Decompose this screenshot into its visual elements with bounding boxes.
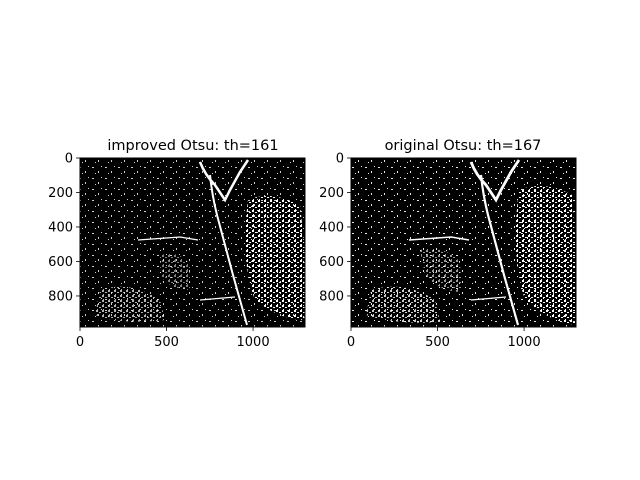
y-tick-label: 400 <box>48 220 73 235</box>
y-tick-label: 200 <box>319 186 344 201</box>
subplot-original-otsu: original Otsu: th=167 0 200 400 600 800 0 500… <box>319 138 577 350</box>
x-axis-ticks: 0 500 1000 <box>76 327 270 350</box>
x-axis-ticks: 0 500 1000 <box>347 327 541 350</box>
x-tick-label: 0 <box>76 335 84 350</box>
subplot-title: original Otsu: th=167 <box>385 138 542 154</box>
y-tick-label: 800 <box>319 289 344 304</box>
x-tick-label: 500 <box>154 335 179 350</box>
binary-image <box>350 157 577 328</box>
y-tick-label: 200 <box>48 186 73 201</box>
x-tick-label: 1000 <box>508 335 541 350</box>
y-tick-label: 800 <box>48 289 73 304</box>
subplot-title: improved Otsu: th=161 <box>107 138 278 154</box>
subplot-improved-otsu: improved Otsu: th=161 0 200 400 600 800 0 500… <box>48 138 306 350</box>
y-tick-label: 600 <box>319 255 344 270</box>
y-tick-label: 0 <box>65 152 73 167</box>
y-tick-label: 0 <box>336 152 344 167</box>
y-axis-ticks: 0 200 400 600 800 <box>319 152 351 304</box>
x-tick-label: 1000 <box>237 335 270 350</box>
y-tick-label: 400 <box>319 220 344 235</box>
y-tick-label: 600 <box>48 255 73 270</box>
binary-image <box>79 157 306 328</box>
x-tick-label: 0 <box>347 335 355 350</box>
x-tick-label: 500 <box>425 335 450 350</box>
y-axis-ticks: 0 200 400 600 800 <box>48 152 80 304</box>
